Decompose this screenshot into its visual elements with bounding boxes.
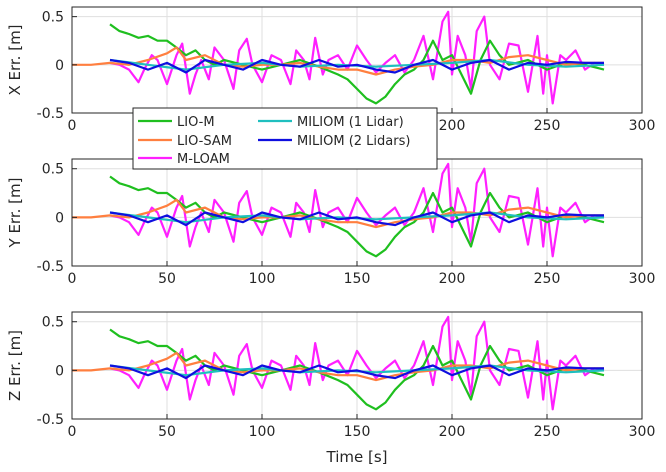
series-line-miliom-2-lidars- <box>109 364 604 380</box>
x-tick-label: 300 <box>629 424 656 440</box>
legend: LIO-M LIO-SAM M-LOAM MILIOM (1 Lidar) MILIOM… <box>132 107 438 170</box>
series-line-m-loam <box>109 162 605 258</box>
legend-item: LIO-SAM <box>138 134 232 149</box>
x-tick-label: 50 <box>158 271 176 287</box>
x-tick-label: 100 <box>249 271 276 287</box>
series-line-lio-m <box>109 23 605 105</box>
legend-box <box>132 107 438 170</box>
y-tick-label: 0 <box>55 210 64 226</box>
series-line-lio-m <box>109 175 605 258</box>
legend-item: LIO-M <box>138 115 215 130</box>
series-line-miliom-2-lidars- <box>109 211 604 227</box>
y-tick-label: -0.5 <box>37 106 64 122</box>
y-tick-label: 0.5 <box>42 10 64 26</box>
legend-item: MILIOM (2 Lidars) <box>258 134 410 149</box>
x-axis-label: Time [s] <box>326 448 388 466</box>
y-tick-label: 0.5 <box>42 162 64 178</box>
x-tick-label: 0 <box>68 424 77 440</box>
series-group <box>72 315 605 411</box>
x-tick-label: 0 <box>68 118 77 134</box>
y-tick-label: -0.5 <box>37 259 64 275</box>
x-tick-label: 50 <box>158 424 176 440</box>
y-tick-label: -0.5 <box>37 412 64 428</box>
legend-label: LIO-M <box>177 115 215 130</box>
x-tick-label: 300 <box>629 271 656 287</box>
series-line-lio-sam <box>72 351 604 382</box>
x-tick-label: 200 <box>439 271 466 287</box>
y-axis-label: X Err. [m] <box>6 24 24 95</box>
x-tick-label: 150 <box>344 424 371 440</box>
series-line-lio-m <box>109 328 605 411</box>
x-tick-label: 150 <box>344 271 371 287</box>
y-tick-label: 0 <box>55 363 64 379</box>
legend-label: M-LOAM <box>177 152 230 167</box>
x-tick-label: 250 <box>534 424 561 440</box>
series-line-lio-sam <box>72 46 604 76</box>
y-axis-label: Y Err. [m] <box>6 178 24 249</box>
legend-label: MILIOM (1 Lidar) <box>297 115 404 130</box>
x-tick-label: 100 <box>249 424 276 440</box>
y-tick-label: 0.5 <box>42 315 64 331</box>
y-axis-label: Z Err. [m] <box>6 330 24 401</box>
legend-item: M-LOAM <box>138 152 230 167</box>
series-line-miliom-2-lidars- <box>109 58 604 74</box>
x-tick-label: 200 <box>439 424 466 440</box>
y-tick-label: 0 <box>55 58 64 74</box>
x-tick-label: 250 <box>534 118 561 134</box>
x-tick-label: 250 <box>534 271 561 287</box>
series-group <box>72 162 605 258</box>
x-tick-label: 300 <box>629 118 656 134</box>
legend-item: MILIOM (1 Lidar) <box>258 115 404 130</box>
series-line-m-loam <box>109 10 605 105</box>
series-line-m-loam <box>109 315 605 411</box>
legend-label: MILIOM (2 Lidars) <box>297 134 410 149</box>
x-tick-label: 0 <box>68 271 77 287</box>
x-tick-label: 200 <box>439 118 466 134</box>
series-group <box>72 10 605 105</box>
series-line-lio-sam <box>72 198 604 229</box>
legend-label: LIO-SAM <box>177 134 232 149</box>
